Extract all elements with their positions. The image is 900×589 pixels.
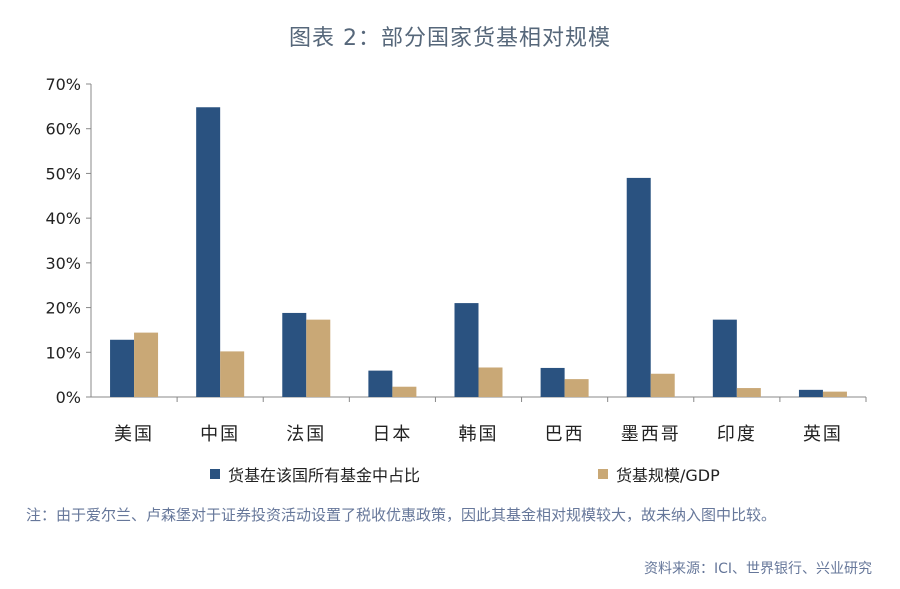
legend-item-series2: 货基规模/GDP [598, 462, 720, 486]
bar-fund-share [368, 370, 393, 397]
y-tick-label: 30% [45, 254, 81, 273]
bar-fund-share [540, 367, 565, 397]
bar-gdp-ratio [220, 351, 245, 397]
x-tick-label: 法国 [286, 424, 326, 445]
legend-label: 货基规模/GDP [616, 466, 720, 485]
x-tick-label: 英国 [803, 424, 843, 445]
bar-gdp-ratio [650, 373, 675, 397]
chart-title: 图表 2：部分国家货基相对规模 [289, 26, 611, 51]
x-tick-label: 中国 [200, 424, 240, 445]
legend-swatch [210, 469, 220, 479]
bar-fund-share [712, 319, 737, 397]
bar-gdp-ratio [392, 386, 417, 397]
y-tick-label: 0% [56, 388, 81, 407]
x-tick-label: 韩国 [459, 424, 499, 445]
legend-swatch [598, 469, 608, 479]
x-tick-label: 巴西 [545, 424, 585, 445]
x-tick-label: 美国 [114, 424, 154, 445]
y-tick-label: 70% [45, 75, 81, 94]
footnote: 注：由于爱尔兰、卢森堡对于证券投资活动设置了税收优惠政策，因此其基金相对规模较大… [26, 506, 777, 524]
bar-gdp-ratio [822, 391, 847, 397]
legend-label: 货基在该国所有基金中占比 [228, 466, 421, 485]
bar-gdp-ratio [306, 319, 331, 397]
y-tick-label: 40% [45, 209, 81, 228]
bar-gdp-ratio [134, 332, 159, 397]
bar-gdp-ratio [564, 379, 589, 397]
x-tick-label: 印度 [717, 424, 757, 445]
bar-gdp-ratio [736, 388, 761, 397]
y-tick-label: 10% [45, 343, 81, 362]
source-note: 资料来源：ICI、世界银行、兴业研究 [643, 561, 872, 577]
bar-fund-share [454, 303, 479, 397]
x-tick-label: 墨西哥 [621, 424, 681, 445]
bar-gdp-ratio [478, 367, 503, 397]
bar-fund-share [196, 107, 221, 397]
y-tick-label: 60% [45, 120, 81, 139]
legend-item-series1: 货基在该国所有基金中占比 [210, 462, 420, 486]
bar-fund-share [798, 389, 823, 397]
bar-chart: 0% 10% 20% 30% 40% 50% 60% 70% 美国 中国 法国 日本 韩国 巴西 墨西哥 印度… [45, 75, 867, 445]
x-tick-label: 日本 [372, 424, 412, 445]
bar-fund-share [626, 177, 651, 397]
y-tick-label: 50% [45, 164, 81, 183]
bar-fund-share [282, 312, 307, 397]
bar-fund-share [110, 339, 135, 397]
y-tick-label: 20% [45, 299, 81, 318]
